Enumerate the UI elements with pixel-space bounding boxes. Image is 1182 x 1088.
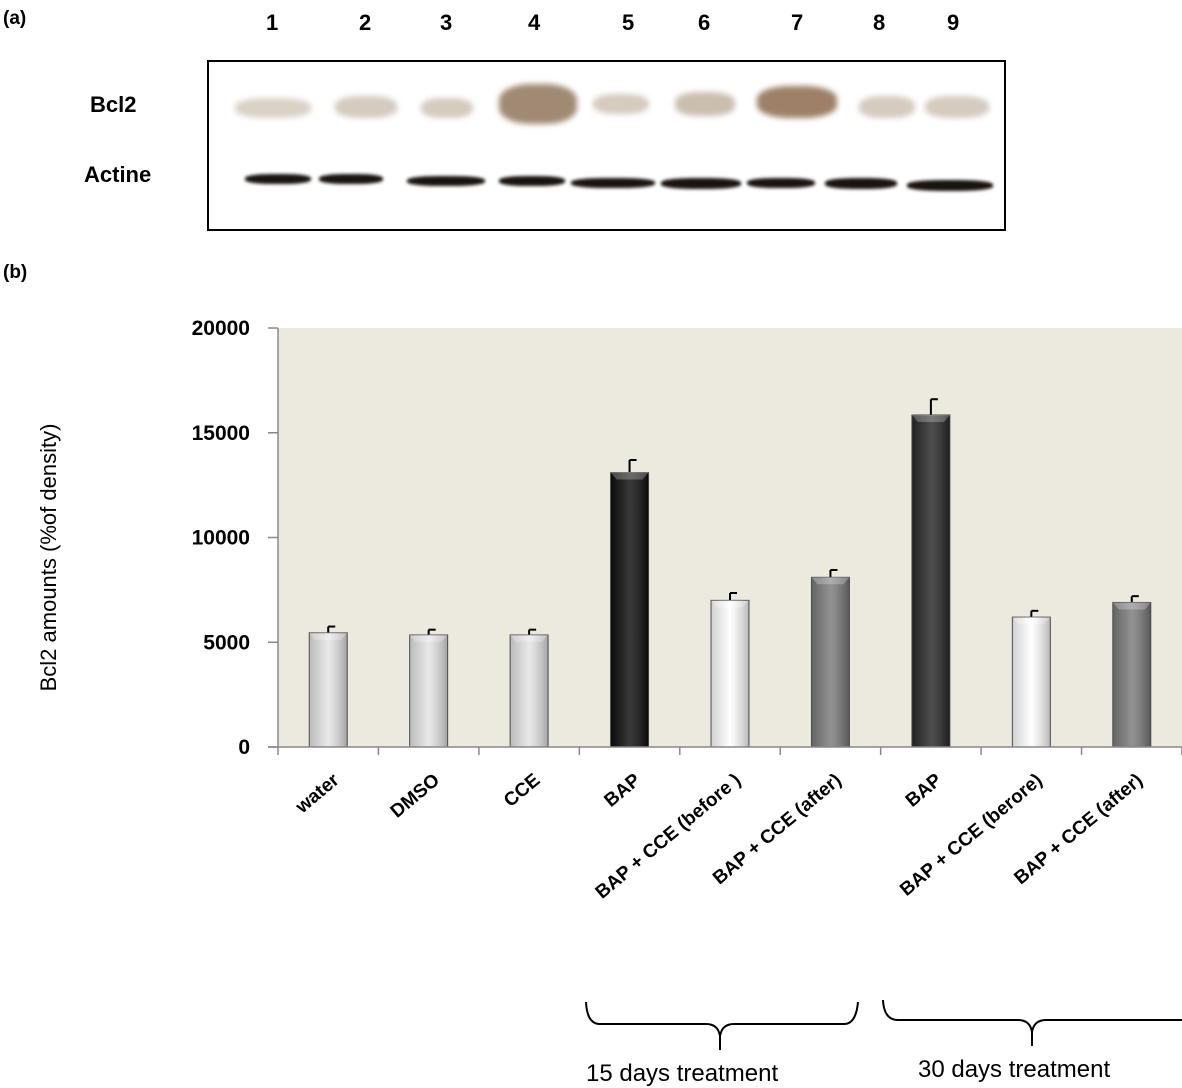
bcl2-band-lane-7 [757,86,837,118]
y-tick-label-0: 0 [238,736,250,759]
bar-shading-5 [711,600,749,747]
lane-number-1: 1 [266,10,279,35]
y-tick-label-10000: 10000 [192,527,250,550]
group-caption-15-days: 15 days treatment [586,1060,779,1087]
lane-number-7: 7 [791,10,804,35]
lane-number-4: 4 [528,10,541,35]
bar-bevel-4 [610,472,649,480]
x-tick-label-4: BAP [601,770,645,812]
bar-bevel-9 [1112,602,1151,610]
lane-number-3: 3 [440,10,453,35]
x-tick-label-1: water [291,769,344,818]
lane-number-6: 6 [698,10,711,35]
bcl2-band-lane-6 [675,92,735,116]
y-tick-label-15000: 15000 [192,422,250,445]
lane-number-2: 2 [359,10,372,35]
bar-bevel-6 [811,577,850,585]
actine-band-lane-5 [571,178,655,188]
actine-band-lane-2 [319,174,383,184]
bar-bevel-5 [711,600,749,608]
bar-shading-3 [510,634,549,747]
bcl2-band-lane-9 [925,96,989,118]
bar-shading-7 [911,414,950,747]
actine-band-lane-7 [747,178,815,188]
panel-a-label: (a) [3,8,27,29]
bar-shading-2 [409,634,448,747]
actine-band-lane-6 [661,178,741,189]
bcl2-band-lane-8 [859,96,915,118]
x-tick-label-3: CCE [500,770,544,812]
actine-row-label: Actine [84,162,152,187]
x-tick-label-2: DMSO [387,770,444,823]
actine-band-lane-3 [407,176,485,186]
bcl2-band-lane-1 [235,98,311,118]
bcl2-band-lane-3 [421,98,473,118]
bar-shading-6 [811,577,850,747]
y-tick-label-5000: 5000 [203,631,250,654]
bcl2-band-lane-2 [335,96,397,118]
western-blot-image [207,60,1006,231]
bar-bevel-7 [911,414,950,422]
actine-band-lane-1 [245,174,311,184]
actine-band-lane-4 [499,176,565,186]
bracket-30-days [882,999,1182,1046]
y-axis-title: Bcl2 amounts (%of density) [36,424,61,692]
bar-shading-8 [1012,617,1051,747]
actine-band-lane-8 [825,178,897,189]
lane-number-8: 8 [873,10,886,35]
bcl2-band-lane-5 [593,94,649,114]
lane-number-9: 9 [947,10,960,35]
panel-b-label: (b) [3,262,28,283]
actine-band-lane-9 [907,180,993,191]
bcl2-band-lane-4 [499,84,577,124]
y-tick-label-20000: 20000 [192,317,250,340]
bar-shading-9 [1112,602,1151,747]
x-tick-label-7: BAP [902,770,946,812]
bcl2-row-label: Bcl2 [90,92,137,117]
bracket-15-days [585,1001,859,1050]
bar-bevel-1 [309,632,348,640]
bar-shading-4 [610,472,649,747]
bar-bevel-8 [1012,617,1051,625]
lane-number-5: 5 [622,10,635,35]
group-caption-30-days: 30 days treatment [918,1056,1111,1083]
bar-shading-1 [309,632,348,747]
bar-bevel-3 [510,634,549,642]
bar-bevel-2 [409,634,448,642]
